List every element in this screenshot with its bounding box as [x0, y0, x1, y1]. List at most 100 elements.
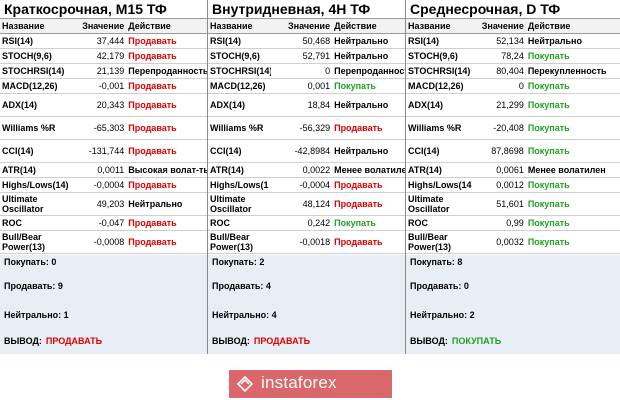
indicator-action: Менее волатилен: [332, 162, 405, 178]
table-row: ATR(14) 0,0011 Высокая волат-ть: [0, 162, 207, 178]
indicator-value: 0,001: [271, 78, 333, 94]
indicator-action: Продавать: [126, 48, 207, 64]
verdict-label: ВЫВОД:: [410, 336, 448, 346]
indicator-action: Продавать: [126, 78, 207, 94]
indicator-name: STOCH(9,6): [406, 48, 473, 64]
indicator-name: ADX(14): [208, 93, 272, 117]
indicator-name: Highs/Lows(14): [0, 177, 77, 193]
indicator-action: Нейтрально: [332, 33, 405, 49]
table-row: ATR(14) 0,0061 Менее волатилен: [406, 162, 620, 178]
table-row: ROC 0,99 Покупать: [406, 215, 620, 231]
table-row: STOCH(9,6) 78,24 Покупать: [406, 48, 620, 64]
indicator-name: Williams %R: [406, 116, 473, 140]
indicator-action: Перепроданность: [332, 63, 405, 79]
table-row: RSI(14) 52,134 Нейтрально: [406, 33, 620, 49]
summary-neutral-count: Нейтрально: 1: [4, 310, 69, 320]
table-header-row: Название Значение Действие: [406, 18, 620, 34]
indicator-value: 78,24: [472, 48, 526, 64]
indicator-action: Продавать: [332, 192, 405, 216]
indicator-value: 20,343: [76, 93, 127, 117]
table-row: STOCHRSI(14) 21,139 Перепроданность: [0, 63, 207, 79]
indicator-value: 49,203: [76, 192, 127, 216]
table-row: CCI(14) -131,744 Продавать: [0, 139, 207, 163]
table-row: STOCH(9,6) 42,179 Продавать: [0, 48, 207, 64]
indicator-value: 48,124: [271, 192, 333, 216]
indicator-action: Покупать: [525, 177, 620, 193]
indicator-value: 21,139: [76, 63, 127, 79]
indicator-value: 51,601: [472, 192, 526, 216]
indicator-name: STOCH(9,6): [0, 48, 77, 64]
indicator-name: STOCHRSI(14): [0, 63, 77, 79]
table-row: STOCH(9,6) 52,791 Нейтрально: [208, 48, 405, 64]
signal-summary: Покупать: 2 Продавать: 4 Нейтрально: 4 ВЫВО…: [208, 255, 405, 354]
verdict-result: ПРОДАВАТЬ: [45, 336, 103, 346]
indicator-value: -0,0008: [76, 230, 127, 254]
column-header-value: Значение: [271, 18, 333, 34]
column-header-name: Название: [0, 18, 77, 34]
table-header-row: Название Значение Действие: [0, 18, 207, 34]
indicator-action: Высокая волат-ть: [126, 162, 207, 178]
verdict-label: ВЫВОД:: [4, 336, 42, 346]
indicator-action: Продавать: [126, 93, 207, 117]
table-row: RSI(14) 37,444 Продавать: [0, 33, 207, 49]
summary-buy-count: Покупать: 8: [410, 257, 463, 267]
summary-sell-count: Продавать: 9: [4, 281, 63, 291]
indicator-name: Ultimate Oscillator: [208, 192, 272, 216]
indicator-name: Williams %R: [208, 116, 272, 140]
instaforex-banner[interactable]: instaforex: [229, 370, 392, 398]
indicator-value: 0,0032: [472, 230, 526, 254]
instaforex-logo-icon: [237, 376, 253, 392]
indicator-name: ROC: [208, 215, 272, 231]
indicator-name: ATR(14): [0, 162, 77, 178]
indicator-name: Williams %R: [0, 116, 77, 140]
verdict-label: ВЫВОД:: [212, 336, 250, 346]
table-row: RSI(14) 50,468 Нейтрально: [208, 33, 405, 49]
column-header-action: Действие: [332, 18, 405, 34]
indicator-name: ROC: [0, 215, 77, 231]
indicator-action: Нейтрально: [332, 139, 405, 163]
table-row: ADX(14) 20,343 Продавать: [0, 93, 207, 117]
indicator-value: -131,744: [76, 139, 127, 163]
table-row: ATR(14) 0,0022 Менее волатилен: [208, 162, 405, 178]
table-row: MACD(12,26) 0 Покупать: [406, 78, 620, 94]
panel-title: Среднесрочная, D ТФ: [410, 1, 561, 17]
indicator-name: RSI(14): [208, 33, 272, 49]
table-row: Ultimate Oscillator 51,601 Покупать: [406, 192, 620, 216]
table-row: CCI(14) 87,8698 Покупать: [406, 139, 620, 163]
panel-4h: Внутридневная, 4H ТФ Название Значение Дейс…: [208, 0, 406, 354]
indicator-value: -0,0004: [271, 177, 333, 193]
indicator-action: Продавать: [332, 116, 405, 140]
indicator-value: 37,444: [76, 33, 127, 49]
summary-verdict: ВЫВОД: ПРОДАВАТЬ: [212, 336, 310, 346]
table-row: Ultimate Oscillator 49,203 Нейтрально: [0, 192, 207, 216]
indicator-action: Продавать: [126, 215, 207, 231]
indicator-value: -0,001: [76, 78, 127, 94]
indicator-name: MACD(12,26): [208, 78, 272, 94]
indicator-name: STOCH(9,6): [208, 48, 272, 64]
summary-buy-count: Покупать: 2: [212, 257, 265, 267]
indicator-value: 0: [271, 63, 333, 79]
indicator-action: Покупать: [525, 48, 620, 64]
indicator-action: Покупать: [525, 78, 620, 94]
indicator-action: Покупать: [525, 215, 620, 231]
indicator-value: -0,0004: [76, 177, 127, 193]
indicator-name: ADX(14): [406, 93, 473, 117]
indicator-action: Продавать: [126, 177, 207, 193]
indicator-action: Нейтрально: [332, 93, 405, 117]
table-row: ADX(14) 18,84 Нейтрально: [208, 93, 405, 117]
indicator-action: Нейтрально: [332, 48, 405, 64]
indicator-name: Bull/Bear Power(13): [0, 230, 77, 254]
table-row: ROC 0,242 Покупать: [208, 215, 405, 231]
table-header-row: Название Значение Действие: [208, 18, 405, 34]
indicator-action: Перекупленность: [525, 63, 620, 79]
indicator-name: RSI(14): [0, 33, 77, 49]
indicator-name: ATR(14): [208, 162, 272, 178]
indicator-action: Продавать: [126, 116, 207, 140]
indicator-name: Bull/Bear Power(13): [208, 230, 272, 254]
table-row: STOCHRSI(14) 80,404 Перекупленность: [406, 63, 620, 79]
indicator-action: Нейтрально: [525, 33, 620, 49]
indicator-name: Bull/Bear Power(13): [406, 230, 473, 254]
indicator-name: Ultimate Oscillator: [406, 192, 473, 216]
indicator-value: 0,0012: [472, 177, 526, 193]
table-row: Bull/Bear Power(13) 0,0032 Покупать: [406, 230, 620, 254]
